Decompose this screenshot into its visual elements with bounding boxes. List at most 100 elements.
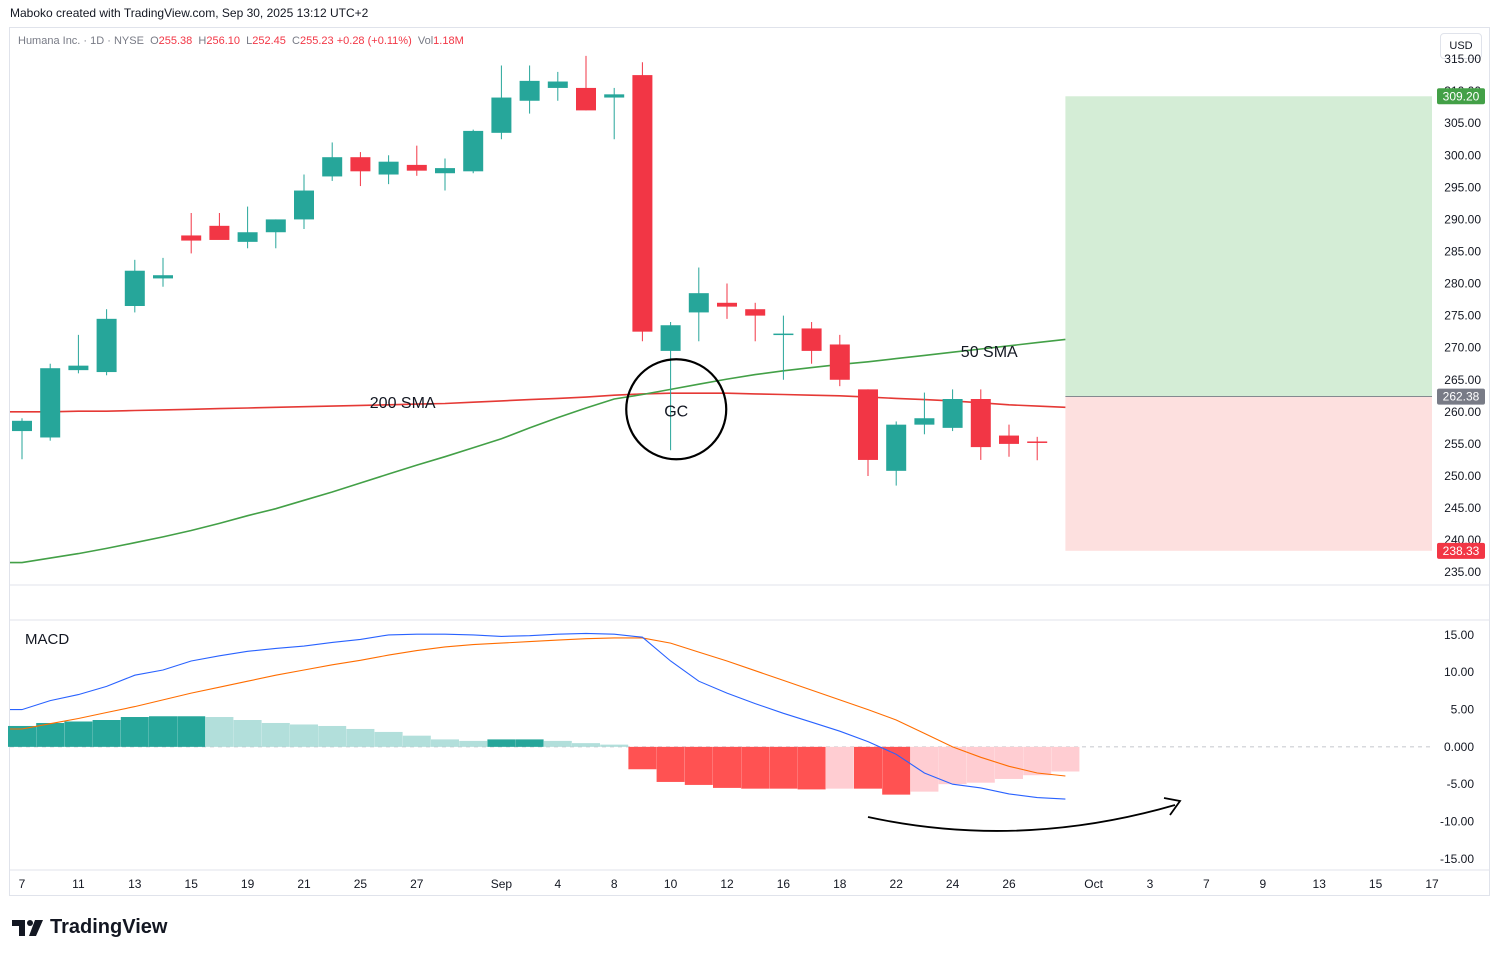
candle [12,418,32,460]
time-tick-label: 13 [1313,877,1327,891]
open-value: 255.38 [158,35,193,47]
candle-body [519,80,540,101]
time-tick-label: 16 [777,877,791,891]
macd-histogram-bar [797,746,826,790]
candle [942,389,963,432]
time-tick-label: 18 [833,877,847,891]
price-tag-bg [1437,388,1485,405]
price-tick-label: 290.00 [1444,212,1481,226]
time-tick-label: 25 [354,877,368,891]
macd-histogram-bar [205,717,234,747]
price-tick-label: 245.00 [1444,501,1481,515]
price-tag-bg [1437,542,1485,559]
candle [773,315,794,380]
macd-tick-label: -5.00 [1447,777,1475,791]
macd-histogram-bar [36,722,65,747]
candle-body [660,325,681,351]
candle [519,65,540,114]
candle [547,71,568,101]
macd-histogram-bar [572,743,600,747]
high-value: 256.10 [206,35,241,47]
candle [491,65,512,140]
price-tick-label: 305.00 [1444,116,1481,130]
candle-body [40,368,61,438]
macd-tick-label: -15.00 [1440,852,1474,866]
trend-arrow-head [1163,797,1182,816]
tradingview-logo[interactable]: TradingView [12,916,167,939]
candle-body [576,87,596,111]
candle [660,322,681,451]
macd-histogram-bar [177,716,206,747]
candle-body [604,94,625,98]
chart-credit: Maboko created with TradingView.com, Sep… [10,6,369,20]
macd-histogram-bar [149,716,177,747]
candle-body [1027,441,1048,443]
macd-histogram-bar [966,746,995,783]
candle-body [350,157,371,172]
time-tick-label: 4 [554,877,561,891]
sma50-line [10,338,1066,564]
macd-tick-label: 5.00 [1451,703,1475,717]
price-tick-label: 265.00 [1444,373,1481,387]
candle [886,421,907,486]
candle [406,145,427,176]
trend-arrow [867,804,1176,832]
time-tick-label: 12 [720,877,734,891]
candle [999,424,1019,457]
macd-histogram-bar [290,724,318,747]
candle [604,87,625,140]
candle-body [801,328,822,351]
time-tick-label: 9 [1259,877,1266,891]
sma200-label: 200 SMA [370,395,436,412]
macd-histogram-bar [233,720,262,747]
macd-histogram-bar [487,739,516,747]
symbol-name[interactable]: Humana Inc. · 1D · NYSE [18,35,144,47]
time-tick-label: 24 [946,877,960,891]
price-tag-label: 238.33 [1443,544,1480,558]
candle-body [294,190,314,220]
change-value: +0.28 (+0.11%) [336,35,412,47]
time-tick-label: 11 [72,877,85,891]
time-tick-label: 26 [1002,877,1016,891]
candle [237,206,258,249]
macd-histogram-bar [261,722,290,747]
macd-histogram-bar [938,746,967,785]
price-tag-label: 309.20 [1443,89,1480,103]
macd-tick-label: 10.00 [1444,665,1474,679]
macd-signal-line [10,637,1066,777]
currency-button[interactable]: USD [1440,33,1482,59]
time-tick-label: 10 [664,877,678,891]
macd-histogram-bar [741,746,770,789]
candle [294,174,314,230]
sma50-label: 50 SMA [961,344,1018,361]
price-tick-label: 255.00 [1444,437,1481,451]
macd-histogram-bar [515,739,544,747]
candle-body [265,219,286,233]
price-tick-label: 295.00 [1444,180,1481,194]
candle [124,259,145,313]
candle [632,62,653,342]
candle-body [12,420,32,432]
candle-body [96,318,117,373]
volume-value: 1.18M [433,35,464,47]
symbol-legend: Humana Inc. · 1D · NYSE O255.38 H256.10 … [18,35,464,47]
price-tick-label: 235.00 [1444,565,1481,579]
candle-body [886,424,907,471]
candle-body [942,399,963,428]
tradingview-logo-icon [12,919,43,936]
candle-body [491,97,512,133]
macd-histogram-bar [459,740,488,747]
candle [576,55,596,111]
macd-histogram-bar [684,746,713,785]
candle-body [322,157,343,177]
candle [688,267,709,342]
time-tick-label: 17 [1425,877,1439,891]
low-value: 252.45 [252,35,286,47]
time-tick-label: Oct [1084,877,1103,891]
candle-body [970,399,991,448]
candle [96,309,117,376]
price-tick-label: 285.00 [1444,244,1481,258]
price-tick-label: 250.00 [1444,469,1481,483]
macd-histogram-bar [1051,746,1080,772]
